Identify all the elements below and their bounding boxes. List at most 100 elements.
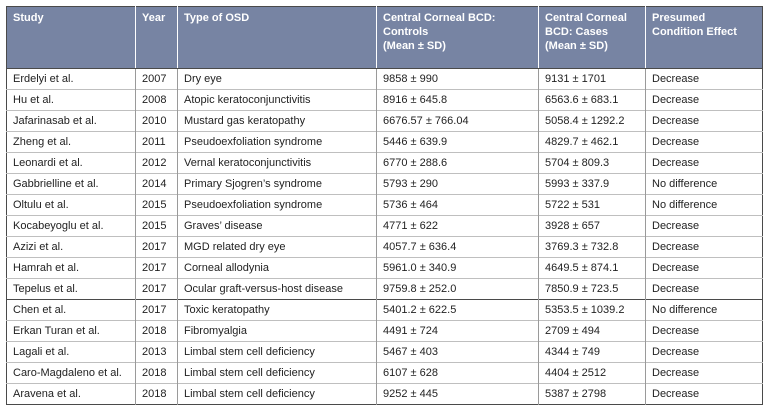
cell-cases: 5993 ± 337.9 [538, 173, 646, 195]
table-row: Erkan Turan et al. 2018 Fibromyalgia 4491 ±… [6, 320, 763, 342]
cell-effect: Decrease [645, 110, 763, 132]
cell-year: 2017 [135, 299, 178, 321]
cell-type: Graves’ disease [177, 215, 377, 237]
cell-year: 2007 [135, 68, 178, 90]
cell-effect: Decrease [645, 362, 763, 384]
cell-study: Tepelus et al. [6, 278, 136, 300]
table-row: Aravena et al. 2018 Limbal stem cell defic… [6, 383, 763, 405]
table-row: Leonardi et al. 2012 Vernal keratoconjunct… [6, 152, 763, 174]
header-study: Study [6, 6, 136, 69]
cell-controls: 5401.2 ± 622.5 [376, 299, 539, 321]
cell-year: 2013 [135, 341, 178, 363]
cell-study: Erdelyi et al. [6, 68, 136, 90]
cell-cases: 5353.5 ± 1039.2 [538, 299, 646, 321]
cell-effect: No difference [645, 194, 763, 216]
cell-effect: Decrease [645, 215, 763, 237]
cell-cases: 4404 ± 2512 [538, 362, 646, 384]
cell-controls: 5793 ± 290 [376, 173, 539, 195]
header-controls-line2: Controls [383, 26, 429, 38]
header-controls-line3: (Mean ± SD) [383, 40, 446, 52]
header-year: Year [135, 6, 178, 69]
header-row: Study Year Type of OSD Central Corneal B… [6, 6, 763, 69]
cell-year: 2010 [135, 110, 178, 132]
cell-controls: 8916 ± 645.8 [376, 89, 539, 111]
table-row: Gabbrielline et al. 2014 Primary Sjogren’s… [6, 173, 763, 195]
header-controls-line1: Central Corneal BCD: [383, 12, 496, 24]
cell-type: Pseudoexfoliation syndrome [177, 194, 377, 216]
table-row: Kocabeyoglu et al. 2015 Graves’ disease 477… [6, 215, 763, 237]
table-row: Oltulu et al. 2015 Pseudoexfoliation syndr… [6, 194, 763, 216]
cell-study: Oltulu et al. [6, 194, 136, 216]
data-table: Study Year Type of OSD Central Corneal B… [6, 6, 763, 405]
table-row: Erdelyi et al. 2007 Dry eye 9858 ± 990 9131 … [6, 68, 763, 90]
cell-cases: 5722 ± 531 [538, 194, 646, 216]
cell-year: 2017 [135, 236, 178, 258]
cell-type: Limbal stem cell deficiency [177, 362, 377, 384]
cell-cases: 2709 ± 494 [538, 320, 646, 342]
header-effect-line2: Condition Effect [652, 26, 737, 38]
cell-effect: Decrease [645, 89, 763, 111]
cell-cases: 6563.6 ± 683.1 [538, 89, 646, 111]
header-cases-line2: BCD: Cases [545, 26, 608, 38]
cell-type: Dry eye [177, 68, 377, 90]
cell-study: Zheng et al. [6, 131, 136, 153]
cell-cases: 7850.9 ± 723.5 [538, 278, 646, 300]
header-cases-line1: Central Corneal [545, 12, 627, 24]
cell-cases: 9131 ± 1701 [538, 68, 646, 90]
cell-effect: Decrease [645, 383, 763, 405]
header-controls: Central Corneal BCD: Controls (Mean ± SD… [376, 6, 539, 69]
table-row: Tepelus et al. 2017 Ocular graft-versus-ho… [6, 278, 763, 300]
cell-cases: 5058.4 ± 1292.2 [538, 110, 646, 132]
cell-type: Toxic keratopathy [177, 299, 377, 321]
cell-controls: 4491 ± 724 [376, 320, 539, 342]
cell-type: Corneal allodynia [177, 257, 377, 279]
cell-controls: 5961.0 ± 340.9 [376, 257, 539, 279]
cell-controls: 6107 ± 628 [376, 362, 539, 384]
cell-controls: 6676.57 ± 766.04 [376, 110, 539, 132]
cell-effect: Decrease [645, 257, 763, 279]
cell-study: Hu et al. [6, 89, 136, 111]
table-row: Lagali et al. 2013 Limbal stem cell defici… [6, 341, 763, 363]
table-body: Erdelyi et al. 2007 Dry eye 9858 ± 990 9131 … [6, 68, 763, 405]
header-type-label: Type of OSD [184, 12, 250, 24]
cell-controls: 9759.8 ± 252.0 [376, 278, 539, 300]
cell-study: Lagali et al. [6, 341, 136, 363]
cell-type: Limbal stem cell deficiency [177, 383, 377, 405]
cell-study: Aravena et al. [6, 383, 136, 405]
cell-study: Kocabeyoglu et al. [6, 215, 136, 237]
cell-year: 2018 [135, 362, 178, 384]
cell-cases: 5387 ± 2798 [538, 383, 646, 405]
header-effect: Presumed Condition Effect [645, 6, 763, 69]
table-row: Azizi et al. 2017 MGD related dry eye 4057.… [6, 236, 763, 258]
cell-cases: 4649.5 ± 874.1 [538, 257, 646, 279]
cell-effect: Decrease [645, 236, 763, 258]
cell-effect: Decrease [645, 131, 763, 153]
header-cases: Central Corneal BCD: Cases (Mean ± SD) [538, 6, 646, 69]
cell-type: Ocular graft-versus-host disease [177, 278, 377, 300]
table-row: Hamrah et al. 2017 Corneal allodynia 5961.0… [6, 257, 763, 279]
table-container: Study Year Type of OSD Central Corneal B… [6, 6, 763, 409]
cell-year: 2012 [135, 152, 178, 174]
cell-controls: 6770 ± 288.6 [376, 152, 539, 174]
cell-cases: 3928 ± 657 [538, 215, 646, 237]
cell-study: Caro-Magdaleno et al. [6, 362, 136, 384]
cell-type: Atopic keratoconjunctivitis [177, 89, 377, 111]
cell-type: Pseudoexfoliation syndrome [177, 131, 377, 153]
cell-type: Limbal stem cell deficiency [177, 341, 377, 363]
cell-effect: Decrease [645, 341, 763, 363]
cell-cases: 4829.7 ± 462.1 [538, 131, 646, 153]
cell-year: 2017 [135, 278, 178, 300]
cell-type: Mustard gas keratopathy [177, 110, 377, 132]
cell-study: Leonardi et al. [6, 152, 136, 174]
table-row: Zheng et al. 2011 Pseudoexfoliation syndro… [6, 131, 763, 153]
cell-type: Fibromyalgia [177, 320, 377, 342]
cell-study: Azizi et al. [6, 236, 136, 258]
cell-study: Jafarinasab et al. [6, 110, 136, 132]
table-row: Chen et al. 2017 Toxic keratopathy 5401.2 ±… [6, 299, 763, 321]
cell-cases: 4344 ± 749 [538, 341, 646, 363]
cell-controls: 5736 ± 464 [376, 194, 539, 216]
header-study-label: Study [13, 12, 44, 24]
table-row: Hu et al. 2008 Atopic keratoconjunctivitis… [6, 89, 763, 111]
cell-year: 2018 [135, 320, 178, 342]
cell-year: 2017 [135, 257, 178, 279]
